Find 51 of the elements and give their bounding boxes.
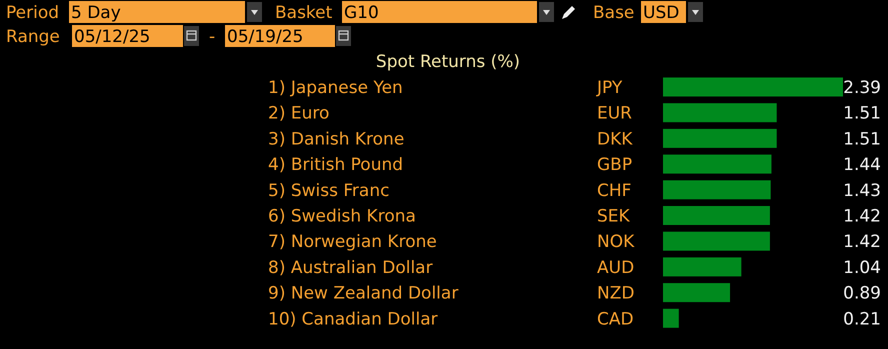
data-label: 2.39 — [843, 78, 881, 98]
y-tick-label: 2) Euro — [268, 104, 330, 124]
text: AUD — [597, 258, 634, 278]
y-tick-label: 3) Danish Krone — [268, 129, 404, 150]
text: Range — [6, 26, 60, 47]
text: CAD — [597, 309, 634, 330]
text: 05/19/25 — [227, 26, 304, 47]
text: Period — [6, 2, 60, 23]
data-label: 1.51 — [843, 129, 881, 150]
text: EUR — [597, 104, 632, 124]
data-label: 0.21 — [843, 309, 881, 330]
text: Base — [593, 2, 634, 23]
data-label: 1.42 — [843, 206, 881, 226]
bar — [663, 78, 843, 96]
text: NOK — [597, 232, 636, 252]
data-label: 0.89 — [843, 284, 881, 304]
y-tick-label: 6) Swedish Krona — [268, 206, 416, 226]
y-tick-label: 7) Norwegian Krone — [268, 232, 437, 252]
text: - — [209, 26, 216, 47]
bar — [663, 128, 777, 148]
data-label: 1.51 — [843, 104, 881, 124]
text: Spot Returns (%) — [376, 52, 520, 72]
data-label: 1.04 — [843, 258, 881, 278]
bar — [663, 257, 742, 276]
text: SEK — [597, 206, 631, 226]
text: Basket — [275, 2, 333, 23]
text: USD — [643, 2, 680, 23]
text: NZD — [597, 284, 634, 304]
data-label: 1.44 — [843, 155, 881, 176]
y-tick-label: 10) Canadian Dollar — [268, 309, 438, 330]
bar — [663, 308, 679, 328]
data-label: 1.43 — [843, 180, 881, 201]
y-tick-label: 1) Japanese Yen — [268, 78, 403, 98]
text: 5 Day — [71, 2, 121, 23]
bar — [663, 283, 730, 302]
bar — [663, 154, 772, 174]
bar — [663, 206, 770, 225]
y-tick-label: 4) British Pound — [268, 155, 404, 176]
text: 05/12/25 — [74, 26, 150, 47]
y-tick-label: 9) New Zealand Dollar — [268, 284, 458, 304]
text: G10 — [344, 2, 379, 23]
bar — [663, 103, 777, 122]
y-tick-label: 8) Australian Dollar — [268, 258, 433, 278]
y-tick-label: 5) Swiss Franc — [268, 180, 390, 201]
data-label: 1.42 — [843, 232, 881, 252]
bar — [663, 232, 770, 251]
bar — [663, 180, 771, 200]
text: DKK — [597, 129, 634, 150]
text: JPY — [596, 78, 623, 98]
text: GBP — [597, 155, 632, 176]
text: CHF — [597, 180, 632, 201]
